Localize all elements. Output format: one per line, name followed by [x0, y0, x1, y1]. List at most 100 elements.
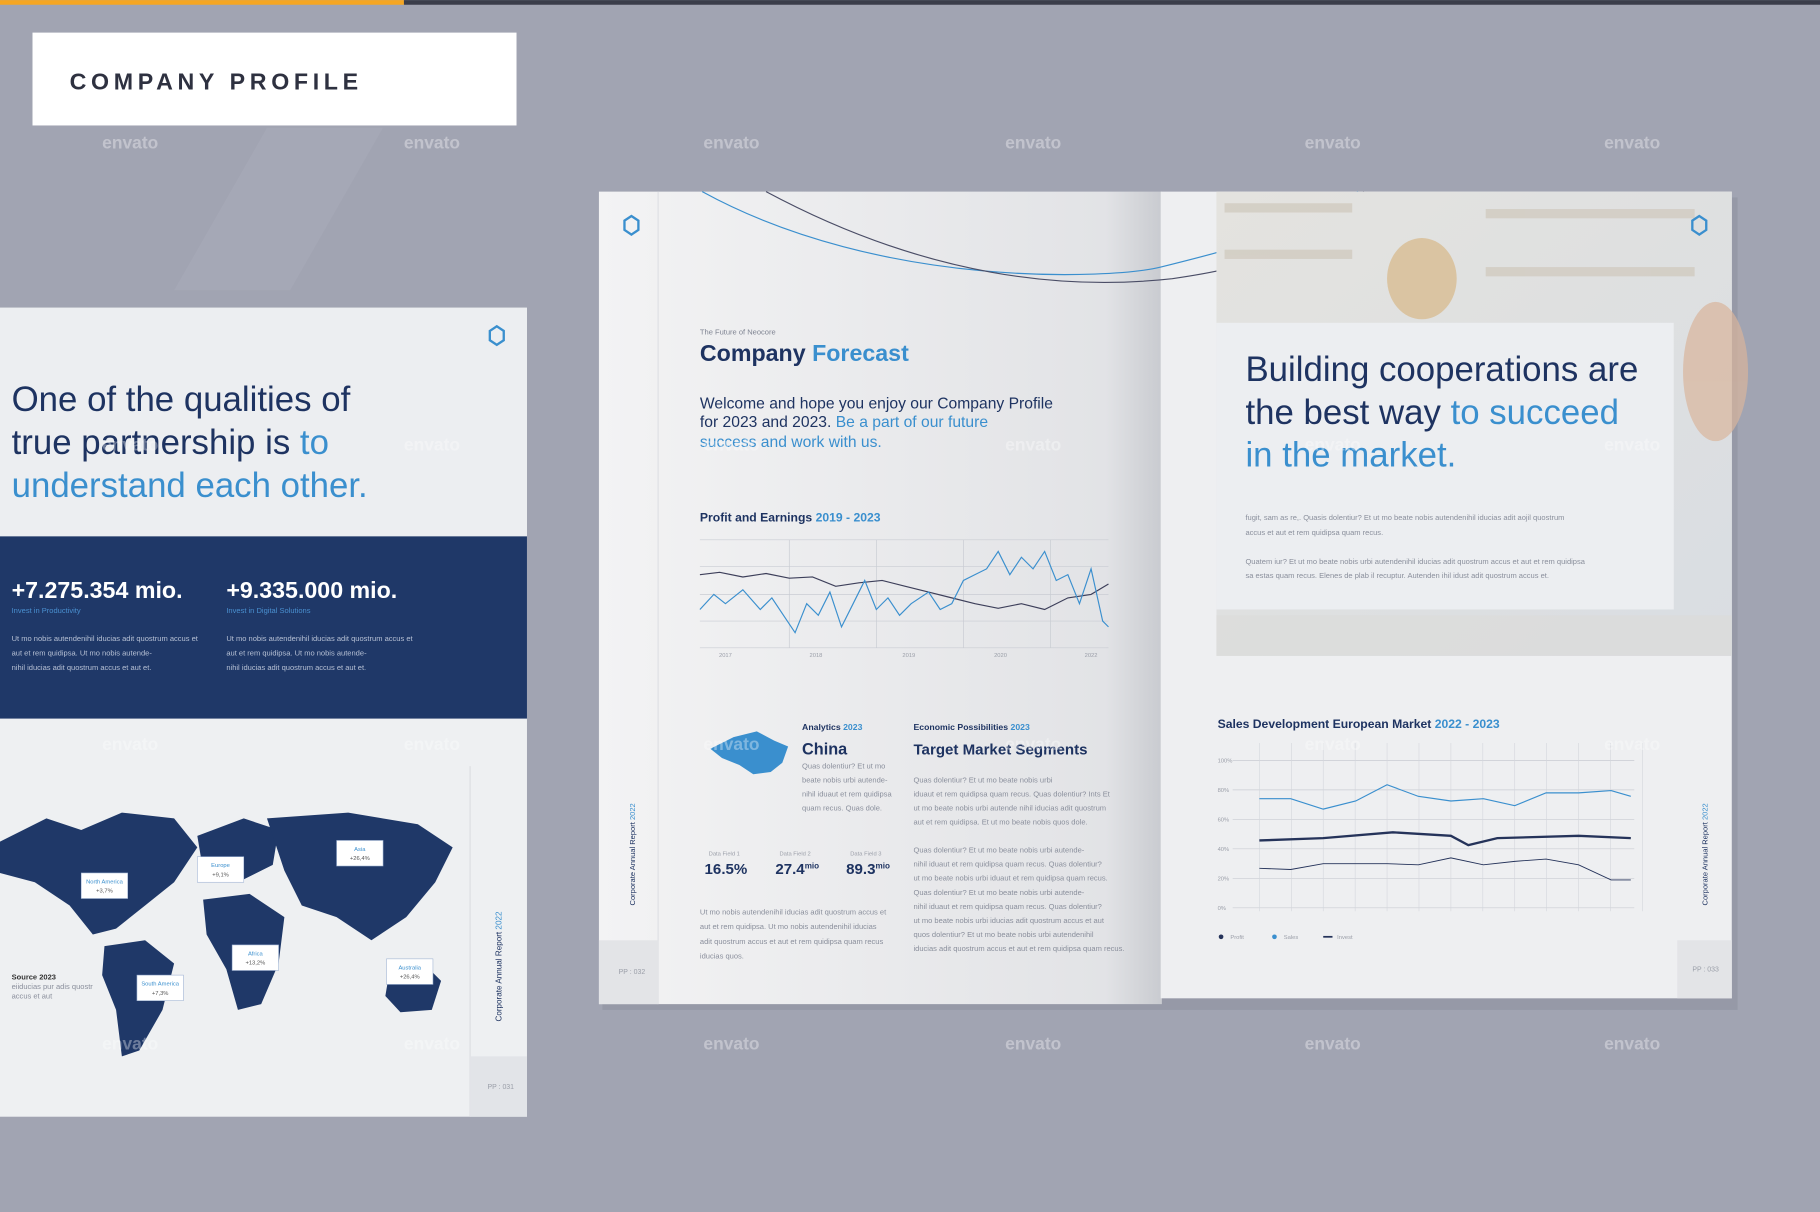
map-value: +26,4%	[350, 856, 370, 862]
watermark: envato	[1305, 1033, 1361, 1053]
axis-label: 40%	[1218, 847, 1230, 853]
side-label: Corporate Annual Report 2022	[628, 803, 637, 905]
kicker-text: Analytics	[802, 722, 843, 732]
legend-label: Sales	[1284, 935, 1299, 941]
page-title: COMPANY PROFILE	[70, 68, 363, 94]
map-callout	[336, 840, 384, 867]
map-callout	[197, 856, 245, 883]
page-number: PP : 032	[619, 969, 646, 976]
body-line: Quas dolentiur? Et ut mo	[802, 761, 885, 770]
side-year: 2022	[1700, 803, 1709, 820]
china-map	[710, 731, 789, 775]
heading-line: One of the qualities of	[12, 380, 351, 419]
axis-label: 20%	[1218, 877, 1230, 883]
heading-line: the best way	[1245, 393, 1450, 432]
watermark: envato	[102, 734, 158, 754]
kicker: The Future of Neocore	[700, 327, 776, 336]
map-region: Australia	[398, 965, 421, 971]
photo-detail	[1216, 203, 1749, 656]
body-line: aut et rem quidipsa. Et ut mo beate nobi…	[913, 818, 1087, 827]
map-value: +26,4%	[400, 975, 420, 981]
segments-kicker: Economic Possibilities 2023	[913, 722, 1030, 732]
axis-label: 2019	[902, 653, 915, 659]
chart-grid	[699, 539, 1109, 649]
watermark: envato	[1005, 1033, 1061, 1053]
map-callout	[231, 944, 279, 971]
body-line: quos dolentiur? Et ut mo beate nobis urb…	[913, 930, 1093, 939]
side-label: Corporate Annual Report 2022	[494, 911, 503, 1021]
intro-line: for 2023 and 2023.	[700, 414, 836, 431]
logo	[488, 324, 505, 347]
continent	[266, 812, 453, 941]
side-label: Corporate Annual Report 2022	[1700, 803, 1709, 905]
side-text: Corporate Annual Report	[494, 930, 503, 1022]
stat-caption: Invest in Productivity	[12, 606, 81, 615]
heading-accent: to succeed	[1451, 393, 1619, 432]
legend-dot	[1272, 934, 1277, 940]
text-panel	[1216, 322, 1674, 610]
field-value: 89.3mio	[846, 861, 890, 878]
watermark: envato	[703, 133, 759, 153]
map-value: +3,7%	[96, 889, 113, 895]
body-line: nihil iducias adit quostrum accus et aut…	[12, 663, 152, 672]
field-label: Data Field 3	[850, 852, 881, 858]
axis-label: 80%	[1218, 788, 1230, 794]
heading: One of the qualities of true partnership…	[12, 380, 368, 505]
watermark: envato	[404, 434, 460, 454]
heading-accent: in the market.	[1245, 436, 1456, 475]
source-note: Source 2023 eiiducias pur adis quostr ac…	[12, 973, 95, 1001]
title-main: Company	[700, 340, 812, 366]
chart-line	[1259, 784, 1631, 810]
body-line: quam recus. Quas dole.	[802, 803, 882, 812]
watermark: envato	[703, 734, 759, 754]
watermark: envato	[102, 434, 158, 454]
body-line: Ut mo nobis autendenihil iducias adit qu…	[12, 634, 199, 643]
field-unit: mio	[876, 861, 890, 870]
body-line: accus et aut et rem quidipsa quam recus.	[1245, 528, 1383, 537]
watermark: envato	[1005, 434, 1061, 454]
watermark: envato	[404, 1033, 460, 1053]
body-line: sa estas quam recus. Elenes de plab il r…	[1245, 571, 1549, 580]
field-number: 16.5%	[705, 861, 748, 878]
axis-label: 2017	[719, 653, 732, 659]
side-year: 2022	[494, 911, 503, 930]
body-line: Quas dolentiur? Et ut mo beate nobis urb…	[913, 888, 1084, 897]
forecast-page: The Future of Neocore Company Forecast W…	[598, 327, 1124, 1005]
axis-label: 2018	[810, 653, 823, 659]
map-region: North America	[86, 879, 124, 885]
heading-line: Building cooperations are	[1245, 350, 1638, 389]
segments-title: Target Market Segments	[913, 742, 1087, 759]
body-line: Quatem iur? Et ut mo beate nobis urbi au…	[1245, 557, 1585, 566]
watermark: envato	[703, 1033, 759, 1053]
axis-label: 100%	[1218, 759, 1233, 765]
watermark: envato	[1604, 734, 1660, 754]
source-line: Source 2023	[12, 973, 56, 982]
body-line: iducias quos.	[700, 951, 744, 960]
stat-caption: Invest in Digital Solutions	[226, 606, 310, 615]
intro-accent: success and work with us.	[700, 434, 882, 451]
heading: Building cooperations are the best way t…	[1245, 350, 1648, 475]
legend-label: Profit	[1230, 935, 1244, 941]
logo	[1691, 214, 1708, 236]
body-line: ut mo beate nobis urbi autende nihil idu…	[913, 804, 1106, 813]
body-line: iducias adit quostrum accus et aut et re…	[913, 944, 1124, 953]
axis-label: 0%	[1218, 906, 1226, 912]
body-line: beate nobis urbi autende-	[802, 775, 888, 784]
map-callout	[386, 958, 434, 985]
cooperation-page: Building cooperations are the best way t…	[1216, 191, 1749, 999]
body-line: ut mo beate nobis urbi iducias adit quos…	[913, 916, 1104, 925]
body-line: aut et rem quidipsa. Ut mo nobis autende…	[700, 922, 877, 931]
watermark: envato	[703, 434, 759, 454]
side-year: 2022	[628, 803, 637, 820]
watermark: envato	[1604, 434, 1660, 454]
page-number: PP : 033	[1692, 967, 1719, 974]
body-line: Ut mo nobis autendenihil iducias adit qu…	[700, 908, 887, 917]
source-line: eiiducias pur adis quostr	[12, 982, 94, 991]
map-callout	[80, 872, 128, 899]
left-page: One of the qualities of true partnership…	[0, 307, 527, 1117]
map-value: +9,1%	[212, 872, 229, 878]
chart-title: Sales Development European Market 2022 -…	[1218, 717, 1500, 731]
watermark: envato	[1604, 133, 1660, 153]
chart-line	[1259, 831, 1631, 847]
